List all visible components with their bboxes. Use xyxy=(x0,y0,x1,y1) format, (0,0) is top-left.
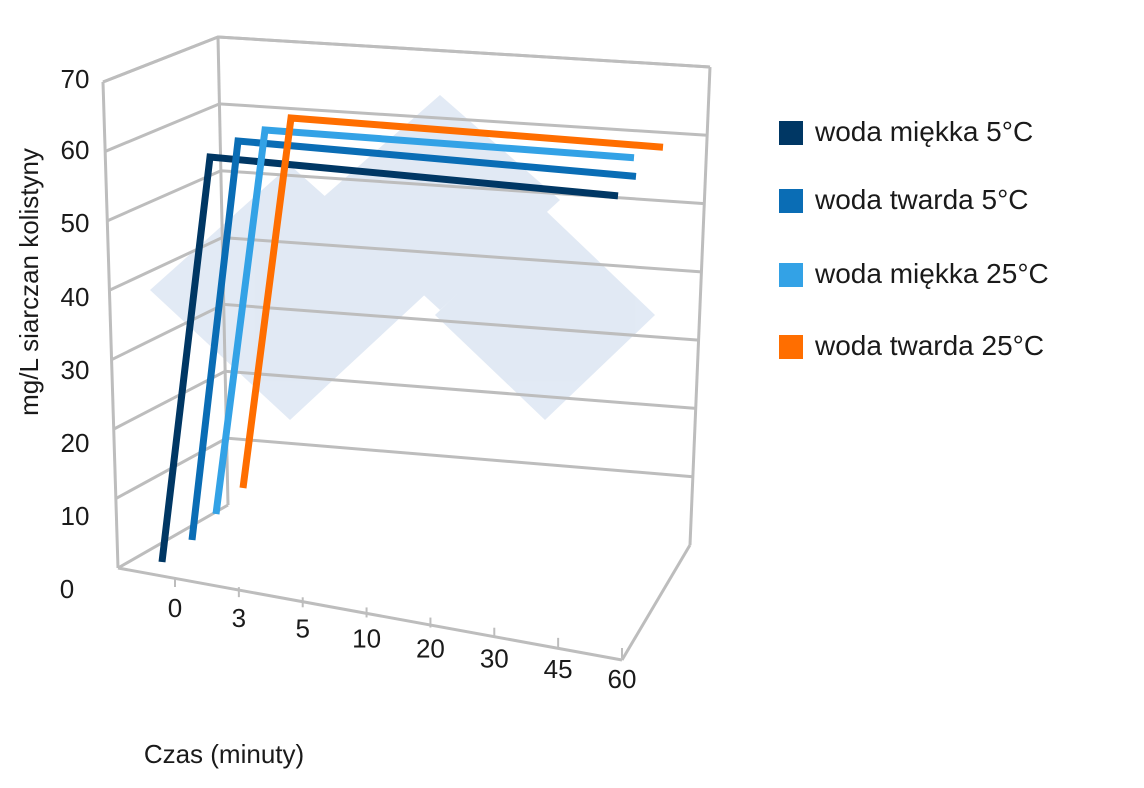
y-tick-label: 60 xyxy=(61,135,90,165)
x-axis-title: Czas (minuty) xyxy=(144,739,304,769)
legend-label: woda miękka 25°C xyxy=(814,258,1049,289)
y-tick-label: 70 xyxy=(61,64,90,94)
y-tick-label: 20 xyxy=(61,428,90,458)
x-tick-label: 60 xyxy=(608,664,637,694)
x-axis-ticks: 0 3 5 10 20 30 45 60 xyxy=(168,577,637,694)
x-tick-label: 10 xyxy=(352,623,381,653)
floor-front-edge xyxy=(117,566,623,662)
back-wall-right xyxy=(688,66,712,546)
legend-swatch xyxy=(779,121,803,145)
legend-swatch xyxy=(779,335,803,359)
y-tick-label: 10 xyxy=(61,501,90,531)
legend-label: woda twarda 25°C xyxy=(814,330,1044,361)
legend-swatch xyxy=(779,263,803,287)
series-line xyxy=(212,126,635,515)
x-tick-label: 0 xyxy=(168,593,182,623)
left-wall-edge xyxy=(101,81,120,569)
y-tick-label: 30 xyxy=(61,355,90,385)
y-tick-label: 50 xyxy=(61,208,90,238)
series-line xyxy=(239,114,664,489)
y-axis-title: mg/L siarczan kolistyny xyxy=(14,148,44,416)
floor-right-edge xyxy=(620,544,692,661)
floor-left-edge xyxy=(117,503,229,570)
y-tick-label: 0 xyxy=(60,574,74,604)
legend-label: woda twarda 5°C xyxy=(814,184,1029,215)
x-tick-label: 20 xyxy=(416,634,445,664)
back-wall-top xyxy=(217,35,711,69)
y-tick-label: 40 xyxy=(61,282,90,312)
gridline xyxy=(113,369,696,431)
legend: woda miękka 5°C woda twarda 5°C woda miękk… xyxy=(779,116,1049,361)
series-line xyxy=(158,153,619,563)
x-tick-label: 45 xyxy=(544,654,573,684)
legend-swatch xyxy=(779,189,803,213)
plot-frame xyxy=(101,35,712,662)
top-left-edge xyxy=(102,35,219,84)
series-line xyxy=(188,137,637,541)
x-tick-label: 5 xyxy=(295,613,309,643)
x-tick-label: 30 xyxy=(480,644,509,674)
legend-label: woda miękka 5°C xyxy=(814,116,1033,147)
gridline xyxy=(102,35,711,84)
series-lines xyxy=(158,114,664,563)
y-axis-ticks: 0 10 20 30 40 50 60 70 xyxy=(60,64,90,604)
x-tick-label: 3 xyxy=(232,603,246,633)
